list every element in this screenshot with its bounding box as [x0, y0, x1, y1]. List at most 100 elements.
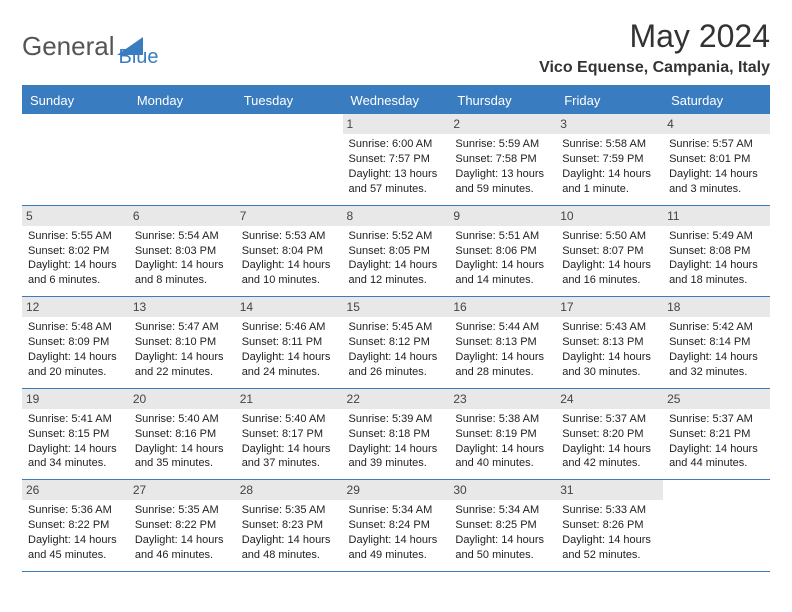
day-header: Sunday	[22, 86, 129, 114]
sunrise-text: Sunrise: 5:37 AM	[562, 412, 657, 427]
day-number: 25	[663, 389, 770, 409]
daylight-text: Daylight: 14 hours and 37 minutes.	[242, 442, 337, 472]
calendar-cell	[22, 114, 129, 205]
calendar-cell: 21 Sunrise: 5:40 AMSunset: 8:17 PMDayligh…	[236, 388, 343, 480]
calendar-table: SundayMondayTuesdayWednesdayThursdayFrid…	[22, 85, 770, 572]
sunset-text: Sunset: 8:10 PM	[135, 335, 230, 350]
daylight-text: Daylight: 14 hours and 16 minutes.	[562, 258, 657, 288]
sunrise-text: Sunrise: 5:35 AM	[135, 503, 230, 518]
calendar-week-row: 26 Sunrise: 5:36 AMSunset: 8:22 PM Dayligh…	[22, 480, 770, 572]
calendar-cell: 4Sunrise: 5:57 AMSunset: 8:01 PMDaylight…	[663, 114, 770, 205]
calendar-cell: 24Sunrise: 5:37 AMSunset: 8:20 PMDayligh…	[556, 388, 663, 480]
day-number: 7	[236, 206, 343, 226]
calendar-cell: 19Sunrise: 5:41 AMSunset: 8:15 PMDayligh…	[22, 388, 129, 480]
day-number: 21	[236, 389, 343, 409]
sunrise-text: Sunrise: 5:55 AM	[28, 229, 123, 244]
sunrise-text: Sunrise: 5:39 AM	[349, 412, 444, 427]
day-number: 30	[449, 480, 556, 500]
sunrise-text: Sunrise: 5:34 AM	[455, 503, 550, 518]
calendar-cell: 1Sunrise: 6:00 AMSunset: 7:57 PMDaylight…	[343, 114, 450, 205]
sunset-text: Sunset: 8:09 PM	[28, 335, 123, 350]
sunrise-text: Sunrise: 5:40 AM	[135, 412, 230, 427]
day-number: 6	[129, 206, 236, 226]
sunset-text: Sunset: 8:26 PM	[562, 518, 657, 533]
daylight-text: Daylight: 14 hours and 39 minutes.	[349, 442, 444, 472]
day-header: Friday	[556, 86, 663, 114]
calendar-cell: 14Sunrise: 5:46 AMSunset: 8:11 PMDayligh…	[236, 297, 343, 389]
sunrise-text: Sunrise: 5:54 AM	[135, 229, 230, 244]
day-header: Thursday	[449, 86, 556, 114]
logo: General Blue	[22, 24, 159, 69]
daylight-text: Daylight: 14 hours and 28 minutes.	[455, 350, 550, 380]
day-number: 20	[129, 389, 236, 409]
sunset-text: Sunset: 8:15 PM	[28, 427, 123, 442]
day-header: Monday	[129, 86, 236, 114]
day-header: Saturday	[663, 86, 770, 114]
day-number: 17	[556, 297, 663, 317]
calendar-cell: 6Sunrise: 5:54 AMSunset: 8:03 PMDaylight…	[129, 205, 236, 297]
daylight-text: Daylight: 14 hours and 8 minutes.	[135, 258, 230, 288]
daylight-text: Daylight: 14 hours and 52 minutes.	[562, 533, 657, 563]
sunset-text: Sunset: 8:08 PM	[669, 244, 764, 259]
sunset-text: Sunset: 8:13 PM	[455, 335, 550, 350]
sunset-text: Sunset: 8:21 PM	[669, 427, 764, 442]
sunset-text: Sunset: 8:19 PM	[455, 427, 550, 442]
day-number: 23	[449, 389, 556, 409]
calendar-cell: 29Sunrise: 5:34 AMSunset: 8:24 PMDayligh…	[343, 480, 450, 572]
sunset-text: Sunset: 8:01 PM	[669, 152, 764, 167]
daylight-text: Daylight: 14 hours and 14 minutes.	[455, 258, 550, 288]
day-header-row: SundayMondayTuesdayWednesdayThursdayFrid…	[22, 86, 770, 114]
day-number: 24	[556, 389, 663, 409]
sunrise-text: Sunrise: 5:38 AM	[455, 412, 550, 427]
sunrise-text: Sunrise: 5:46 AM	[242, 320, 337, 335]
daylight-text: Daylight: 14 hours and 44 minutes.	[669, 442, 764, 472]
day-number: 29	[343, 480, 450, 500]
daylight-text: Daylight: 14 hours and 3 minutes.	[669, 167, 764, 197]
sunrise-text: Sunrise: 5:41 AM	[28, 412, 123, 427]
day-header: Tuesday	[236, 86, 343, 114]
calendar-cell: 18Sunrise: 5:42 AMSunset: 8:14 PMDayligh…	[663, 297, 770, 389]
day-number: 3	[556, 114, 663, 134]
calendar-cell: 7Sunrise: 5:53 AMSunset: 8:04 PMDaylight…	[236, 205, 343, 297]
sunset-text: Sunset: 8:13 PM	[562, 335, 657, 350]
calendar-cell: 20Sunrise: 5:40 AMSunset: 8:16 PMDayligh…	[129, 388, 236, 480]
calendar-cell: 11Sunrise: 5:49 AMSunset: 8:08 PMDayligh…	[663, 205, 770, 297]
day-number: 5	[22, 206, 129, 226]
sunrise-text: Sunrise: 5:49 AM	[669, 229, 764, 244]
sunrise-text: Sunrise: 5:40 AM	[242, 412, 337, 427]
daylight-text: Daylight: 14 hours and 32 minutes.	[669, 350, 764, 380]
sunrise-text: Sunrise: 5:53 AM	[242, 229, 337, 244]
header: General Blue May 2024 Vico Equense, Camp…	[22, 18, 770, 77]
sunset-text: Sunset: 8:22 PM	[28, 518, 123, 533]
sunrise-text: Sunrise: 5:57 AM	[669, 137, 764, 152]
day-number: 11	[663, 206, 770, 226]
sunset-text: Sunset: 8:05 PM	[349, 244, 444, 259]
daylight-text: Daylight: 14 hours and 12 minutes.	[349, 258, 444, 288]
daylight-text: Daylight: 14 hours and 42 minutes.	[562, 442, 657, 472]
daylight-text: Daylight: 14 hours and 46 minutes.	[135, 533, 230, 563]
day-number: 19	[22, 389, 129, 409]
daylight-text: Daylight: 14 hours and 22 minutes.	[135, 350, 230, 380]
sunset-text: Sunset: 7:58 PM	[455, 152, 550, 167]
sunrise-text: Sunrise: 5:47 AM	[135, 320, 230, 335]
sunrise-text: Sunrise: 5:45 AM	[349, 320, 444, 335]
sunrise-text: Sunrise: 5:43 AM	[562, 320, 657, 335]
calendar-cell: 23Sunrise: 5:38 AMSunset: 8:19 PMDayligh…	[449, 388, 556, 480]
sunrise-text: Sunrise: 5:36 AM	[28, 503, 123, 518]
sunset-text: Sunset: 8:18 PM	[349, 427, 444, 442]
title-area: May 2024 Vico Equense, Campania, Italy	[539, 18, 770, 77]
sunset-text: Sunset: 8:04 PM	[242, 244, 337, 259]
calendar-cell: 15Sunrise: 5:45 AMSunset: 8:12 PMDayligh…	[343, 297, 450, 389]
sunset-text: Sunset: 8:12 PM	[349, 335, 444, 350]
calendar-cell: 25Sunrise: 5:37 AMSunset: 8:21 PMDayligh…	[663, 388, 770, 480]
sunset-text: Sunset: 8:17 PM	[242, 427, 337, 442]
day-number: 26	[22, 480, 129, 500]
logo-text-blue: Blue	[119, 46, 159, 69]
daylight-text: Daylight: 14 hours and 35 minutes.	[135, 442, 230, 472]
sunset-text: Sunset: 8:24 PM	[349, 518, 444, 533]
sunrise-text: Sunrise: 5:50 AM	[562, 229, 657, 244]
calendar-cell: 17Sunrise: 5:43 AMSunset: 8:13 PMDayligh…	[556, 297, 663, 389]
calendar-cell	[663, 480, 770, 572]
sunset-text: Sunset: 8:14 PM	[669, 335, 764, 350]
sunset-text: Sunset: 8:23 PM	[242, 518, 337, 533]
